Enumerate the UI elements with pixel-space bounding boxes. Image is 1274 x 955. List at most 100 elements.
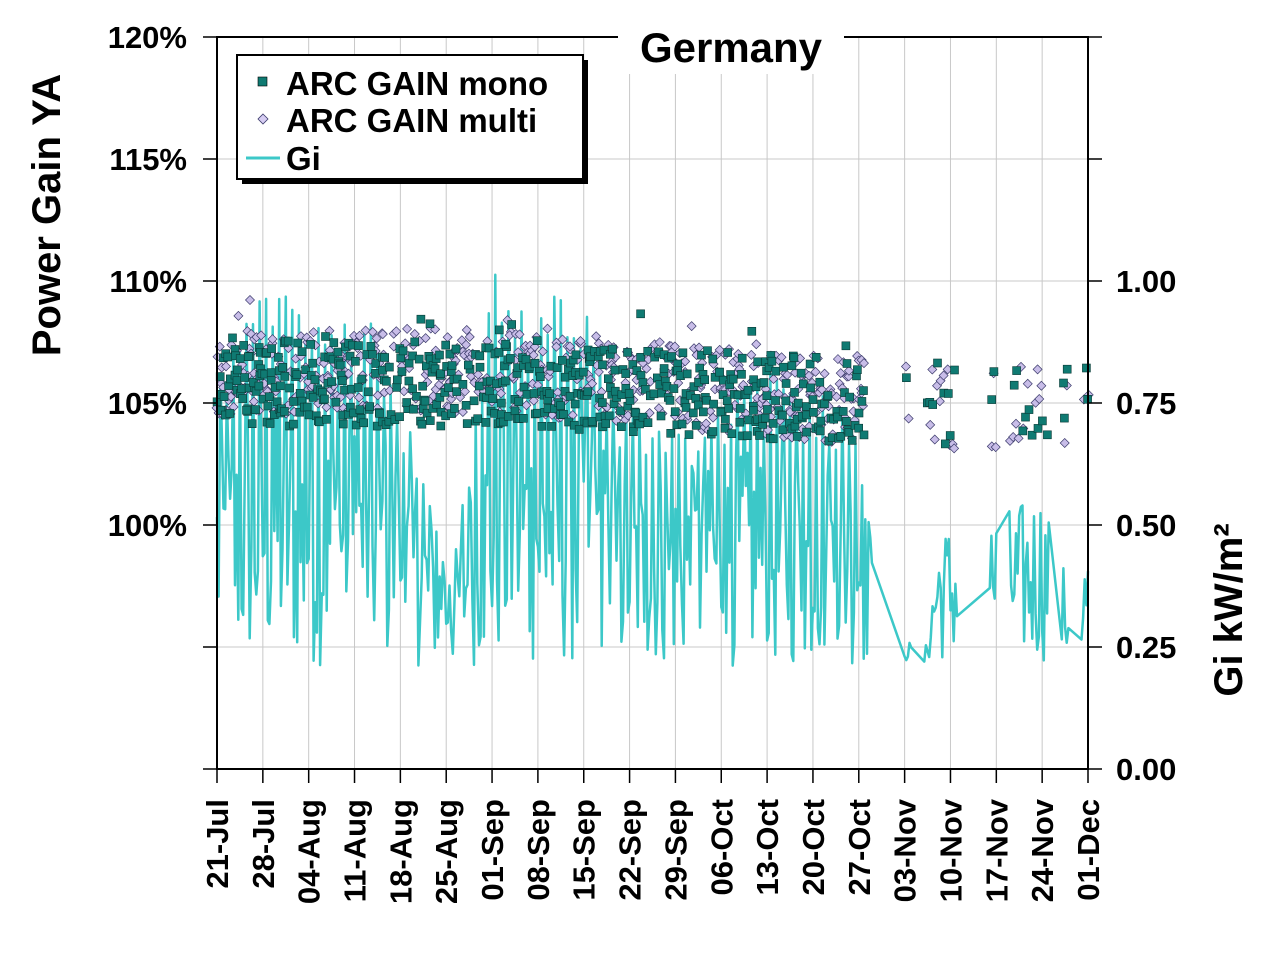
- mono-point: [735, 417, 745, 427]
- mono-point: [1024, 405, 1034, 414]
- mono-point: [410, 337, 420, 347]
- mono-point: [404, 358, 414, 368]
- mono-point: [392, 375, 402, 385]
- multi-point: [1032, 364, 1043, 375]
- mono-point: [355, 405, 365, 415]
- multi-point: [641, 363, 652, 374]
- mono-point: [285, 383, 294, 393]
- multi-point: [496, 388, 506, 399]
- mono-point: [709, 399, 718, 409]
- mono-point: [781, 379, 791, 388]
- mono-point: [790, 388, 799, 397]
- mono-point: [759, 378, 769, 387]
- mono-point: [744, 415, 754, 425]
- multi-point: [938, 370, 949, 381]
- mono-point: [604, 411, 614, 421]
- mono-point: [753, 357, 763, 367]
- mono-point: [623, 348, 632, 357]
- mono-point: [452, 387, 462, 396]
- mono-point: [556, 401, 566, 411]
- mono-point: [333, 347, 343, 357]
- mono-point: [408, 384, 417, 394]
- mono-point: [1062, 364, 1072, 374]
- chart-title: Germany: [640, 24, 823, 71]
- mono-point: [522, 389, 532, 399]
- mono-point: [768, 419, 778, 428]
- mono-point: [1018, 426, 1028, 436]
- mono-point: [430, 364, 440, 374]
- mono-point: [724, 404, 734, 413]
- mono-point: [802, 427, 811, 437]
- mono-point: [409, 404, 418, 414]
- mono-point: [845, 392, 855, 402]
- multi-point: [819, 368, 830, 379]
- mono-point: [263, 401, 273, 411]
- mono-point: [267, 344, 276, 353]
- multi-point: [233, 310, 244, 321]
- mono-point: [223, 352, 233, 362]
- mono-point: [762, 391, 772, 401]
- multi-point: [409, 329, 420, 340]
- mono-point: [335, 360, 345, 370]
- multi-point: [714, 344, 725, 355]
- mono-point: [475, 362, 485, 372]
- multi-point: [1036, 380, 1047, 391]
- mono-point: [473, 414, 483, 424]
- multi-point: [680, 356, 691, 367]
- mono-point: [418, 381, 427, 391]
- mono-point: [859, 430, 869, 440]
- mono-point: [402, 398, 412, 407]
- mono-point: [659, 364, 669, 373]
- mono-point: [475, 351, 485, 361]
- multi-point: [949, 443, 960, 454]
- mono-point: [943, 389, 953, 398]
- mono-point: [289, 419, 298, 429]
- y-tick-label: 100%: [108, 508, 187, 543]
- mono-point: [240, 373, 249, 382]
- mono-point: [805, 359, 815, 369]
- mono-point: [302, 402, 312, 412]
- multi-point: [367, 326, 378, 337]
- mono-point: [559, 409, 568, 419]
- mono-point: [587, 417, 597, 426]
- x-tick-label: 01-Sep: [475, 799, 510, 901]
- multi-point: [587, 378, 598, 389]
- mono-point: [857, 397, 867, 406]
- mono-point: [749, 405, 758, 415]
- mono-point: [283, 336, 293, 346]
- multi-point: [464, 331, 475, 342]
- x-tick-label: 21-Jul: [200, 799, 235, 889]
- x-tick-label: 03-Nov: [888, 798, 923, 902]
- gi-series: [215, 273, 1090, 667]
- mono-point: [1009, 380, 1019, 390]
- mono-point: [532, 408, 542, 418]
- mono-point: [610, 365, 620, 375]
- mono-point: [598, 360, 607, 370]
- mono-point: [444, 383, 453, 393]
- mono-point: [697, 350, 706, 360]
- multi-point: [835, 368, 846, 379]
- mono-point: [469, 396, 479, 406]
- mono-point: [716, 407, 726, 417]
- mono-point: [796, 368, 806, 378]
- multi-point: [654, 337, 665, 348]
- multi-point: [402, 323, 413, 334]
- mono-point: [331, 397, 341, 407]
- multi-point: [990, 442, 1001, 453]
- mono-point: [462, 419, 472, 428]
- mono-point: [219, 392, 229, 402]
- mono-point: [755, 431, 764, 440]
- mono-point: [737, 353, 747, 363]
- arc-gain-mono-series: [212, 309, 1092, 449]
- mono-point: [1060, 413, 1069, 423]
- multi-point: [575, 336, 586, 346]
- mono-point: [636, 352, 645, 362]
- mono-point: [1043, 430, 1052, 440]
- multi-point: [551, 341, 562, 352]
- mono-point: [295, 407, 305, 417]
- mono-point: [308, 392, 318, 402]
- multi-point: [858, 358, 869, 369]
- multi-point: [461, 325, 472, 335]
- multi-point: [377, 329, 388, 340]
- mono-point: [276, 381, 285, 391]
